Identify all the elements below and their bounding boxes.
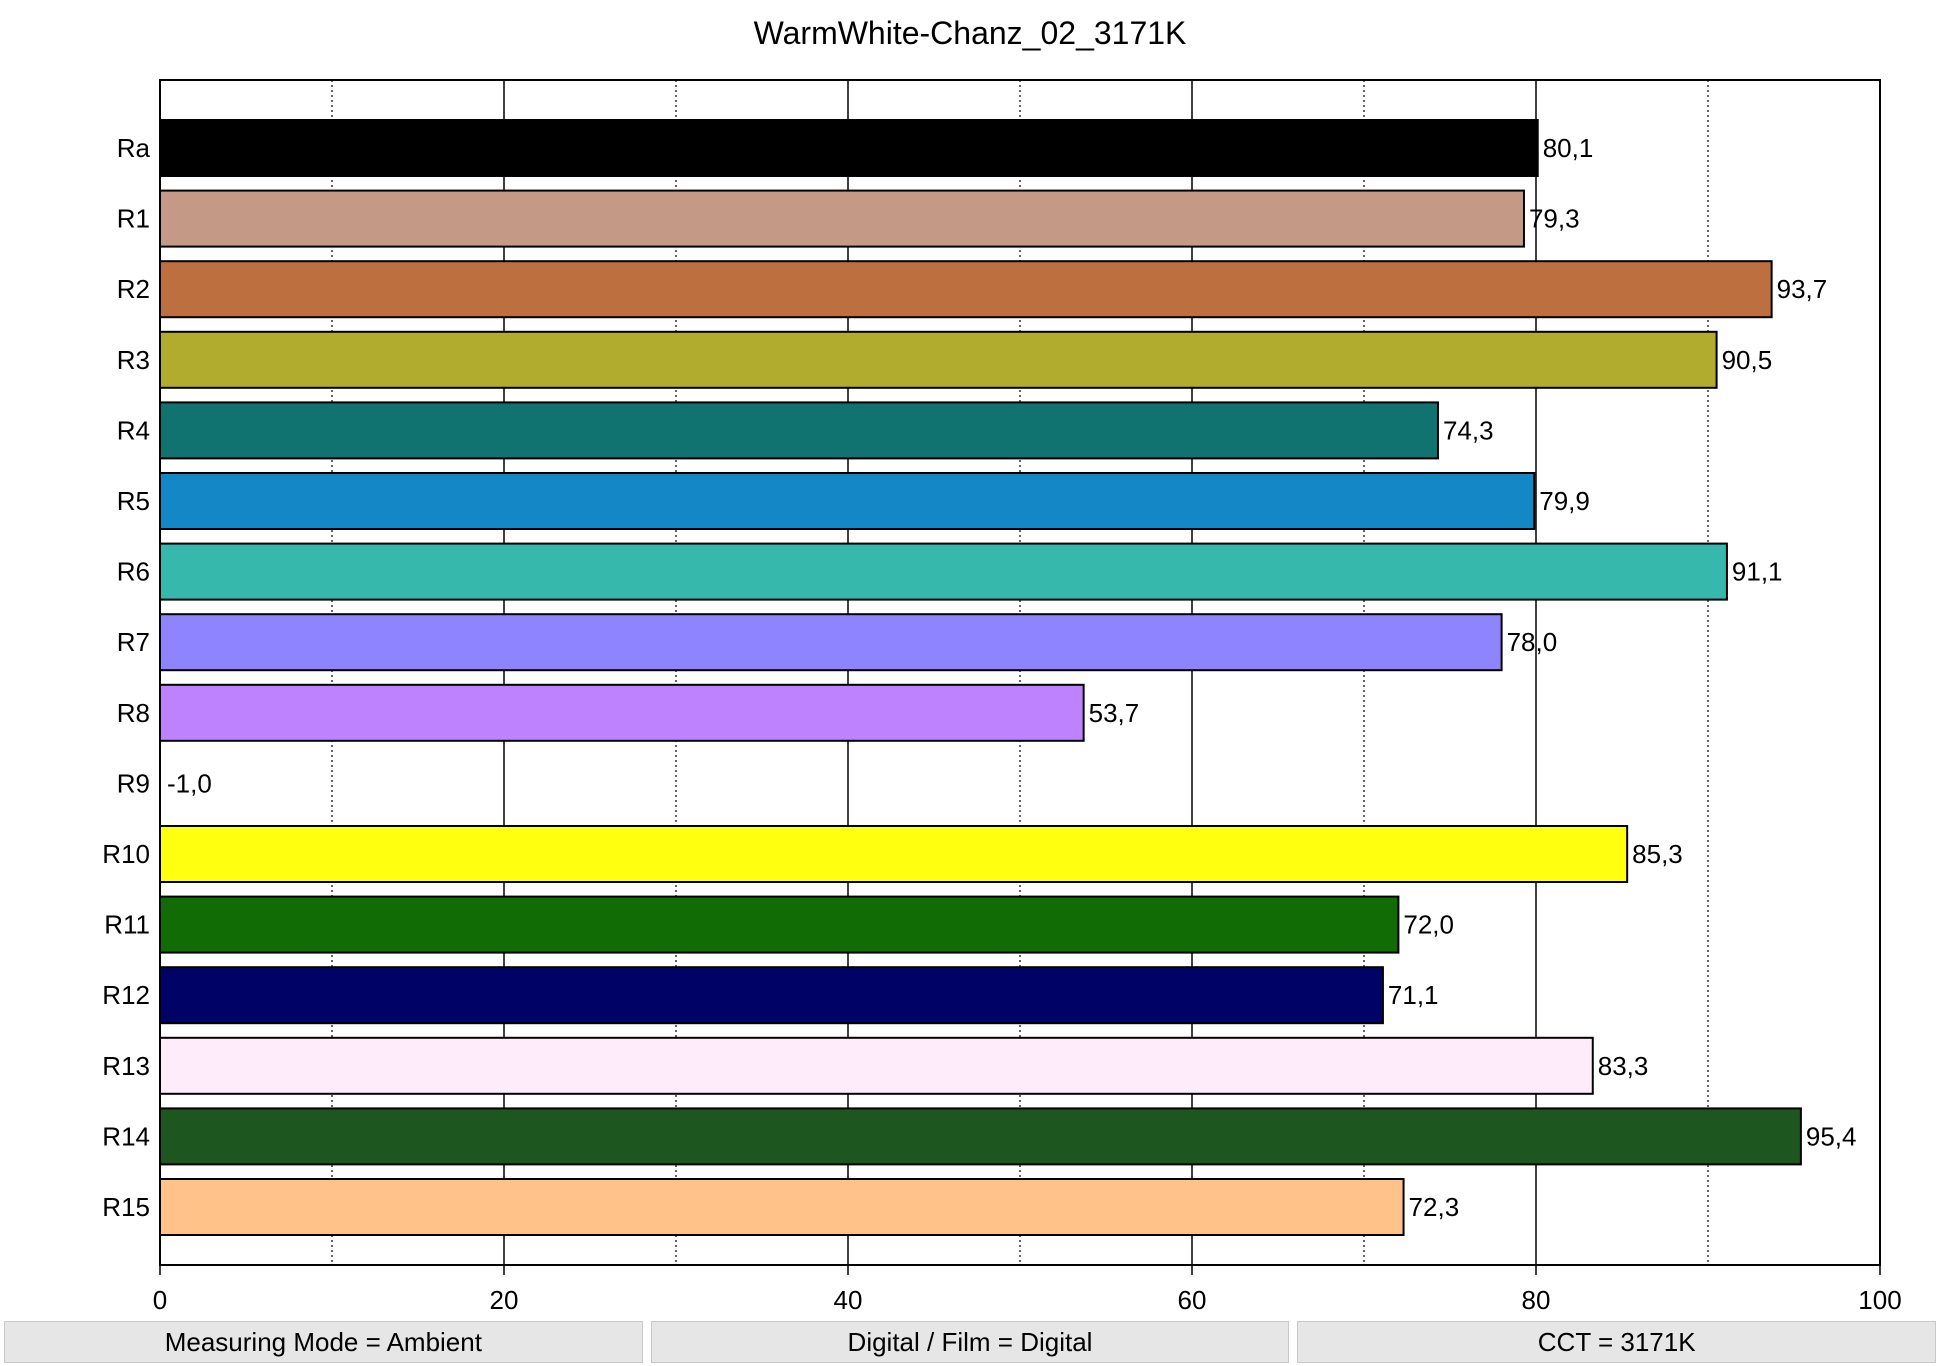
value-label-r10: 85,3 [1632,839,1683,869]
value-label-r1: 79,3 [1529,204,1580,234]
category-label-r13: R13 [102,1051,150,1081]
category-label-r15: R15 [102,1192,150,1222]
value-label-r5: 79,9 [1539,486,1590,516]
category-label-r1: R1 [117,204,150,234]
category-label-r14: R14 [102,1121,150,1151]
value-label-r3: 90,5 [1722,345,1773,375]
category-labels: Ra R1 R2 R3 R4 R5 R6 R7 R8 R9 R10 R11 R12 R13 R14 R15 [102,133,150,1222]
bar-r6 [159,542,1728,601]
bar-r15 [159,1178,1405,1236]
x-tick-label: 20 [490,1285,519,1315]
bar-r12 [159,966,1384,1025]
bar-r4 [159,401,1439,460]
cct-status: CCT = 3171K [1297,1321,1937,1363]
bar-r3 [159,330,1718,389]
value-label-r9: -1,0 [167,768,212,798]
measuring-mode-status: Measuring Mode = Ambient [4,1321,643,1363]
category-label-ra: Ra [117,133,151,163]
bar-r1 [159,189,1525,248]
value-label-r2: 93,7 [1777,274,1828,304]
value-label-r4: 74,3 [1443,415,1494,445]
bar-r5 [159,472,1536,530]
category-label-r4: R4 [117,415,150,445]
bar-r13 [159,1036,1594,1095]
category-label-r12: R12 [102,980,150,1010]
plot-frame [159,79,1881,1266]
bar-r14 [159,1107,1802,1166]
x-tick-label: 60 [1178,1285,1207,1315]
category-label-r11: R11 [104,910,150,940]
value-label-r8: 53,7 [1089,698,1140,728]
bar-r7 [159,613,1503,672]
category-label-r3: R3 [117,345,150,375]
category-label-r8: R8 [117,698,150,728]
bar-r10 [159,825,1629,883]
value-label-r15: 72,3 [1409,1192,1460,1222]
bar-ra [159,119,1539,177]
value-label-r7: 78,0 [1507,627,1558,657]
value-label-r14: 95,4 [1806,1121,1857,1151]
category-label-r2: R2 [117,274,150,304]
x-tick-label: 100 [1858,1285,1901,1315]
bars [159,119,1802,1236]
bar-r2 [159,260,1773,319]
chart-title: WarmWhite-Chanz_02_3171K [754,15,1187,51]
x-tick-label: 80 [1522,1285,1551,1315]
cri-bar-chart: WarmWhite-Chanz_02_3171K RaR1R2R3R4R5R6R… [102,15,1902,1315]
digital-film-status: Digital / Film = Digital [650,1321,1290,1363]
category-label-r5: R5 [117,486,150,516]
value-label-r6: 91,1 [1732,557,1783,587]
bar-r8 [159,683,1085,742]
category-label-r7: R7 [117,627,150,657]
category-label-r10: R10 [102,839,150,869]
value-labels: 80,1 79,3 93,7 90,5 74,3 79,9 91,1 78,0 53,7 -1,0… [167,133,1856,1222]
value-label-r13: 83,3 [1598,1051,1649,1081]
category-label-r9: R9 [117,768,150,798]
category-label-r6: R6 [117,557,150,587]
x-tick-label: 40 [834,1285,863,1315]
value-label-r12: 71,1 [1388,980,1439,1010]
x-tick-label: 0 [153,1285,167,1315]
status-bar: Measuring Mode = Ambient Digital / Film … [0,1318,1940,1366]
value-label-ra: 80,1 [1543,133,1594,163]
value-label-r11: 72,0 [1403,910,1454,940]
x-tick-labels: 0 20 40 60 80 100 [153,1265,1902,1315]
bar-r11 [159,895,1400,954]
